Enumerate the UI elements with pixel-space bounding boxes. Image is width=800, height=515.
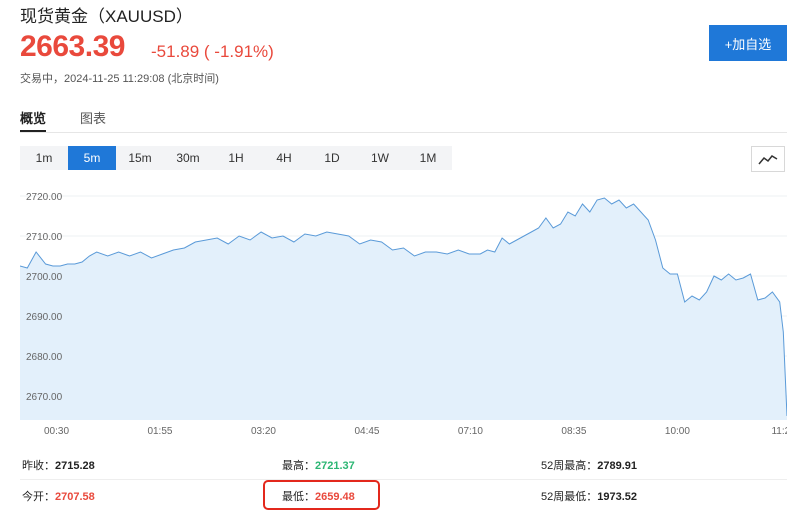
interval-4h[interactable]: 4H <box>276 151 292 165</box>
y-tick-label: 2680.00 <box>26 352 63 363</box>
trade-status-time: 交易中，2024-11-25 11:29:08 (北京时间) <box>20 73 219 85</box>
view-tabs: 概览 图表 <box>20 108 140 132</box>
price-area-chart: 2720.00 2710.00 2700.00 2690.00 2680.00 2670.… <box>20 180 787 437</box>
interval-15m[interactable]: 15m <box>128 151 152 165</box>
stat-52w-low-value: 1973.52 <box>597 491 638 503</box>
x-tick-label: 04:45 <box>354 426 379 437</box>
chart-type-toggle[interactable] <box>751 146 785 172</box>
x-tick-label: 08:35 <box>561 426 586 437</box>
y-tick-label: 2690.00 <box>26 312 63 323</box>
x-tick-label: 03:20 <box>251 426 276 437</box>
stat-open-value: 2707.58 <box>55 491 95 503</box>
interval-selector: 1m 5m 15m 30m 1H 4H 1D 1W 1M <box>20 146 452 170</box>
y-tick-label: 2720.00 <box>26 192 63 203</box>
y-tick-label: 2700.00 <box>26 272 63 283</box>
add-to-watchlist-button[interactable]: +加自选 <box>709 25 787 61</box>
tab-overview[interactable]: 概览 <box>20 108 47 132</box>
price-change: -51.89 ( -1.91%) <box>151 42 274 61</box>
stat-low-label: 最低： <box>282 491 315 503</box>
x-tick-label: 11:2 <box>771 426 787 437</box>
last-price: 2663.39 <box>20 30 125 63</box>
stat-52w-high: 52周最高：2789.91 <box>541 457 637 473</box>
x-tick-label: 07:10 <box>458 426 483 437</box>
stat-52w-high-label: 52周最高： <box>541 460 598 472</box>
price-line <box>20 197 787 417</box>
line-chart-icon <box>758 155 778 165</box>
stat-open-label: 今开： <box>22 491 55 503</box>
interval-30m[interactable]: 30m <box>176 151 200 165</box>
tab-chart[interactable]: 图表 <box>80 111 107 126</box>
x-tick-label: 00:30 <box>44 426 69 437</box>
stat-low-value: 2659.48 <box>315 491 355 503</box>
interval-1m[interactable]: 1m <box>35 151 53 165</box>
interval-1w[interactable]: 1W <box>371 151 389 165</box>
x-tick-label: 10:00 <box>665 426 690 437</box>
instrument-title: 现货黄金（XAUUSD） <box>20 7 193 26</box>
stat-prev-close-value: 2715.28 <box>55 460 95 472</box>
stat-high-value: 2721.37 <box>315 460 355 472</box>
interval-1h[interactable]: 1H <box>228 151 244 165</box>
stat-prev-close-label: 昨收： <box>22 460 55 472</box>
tabs-divider <box>20 132 787 133</box>
stat-52w-low: 52周最低：1973.52 <box>541 488 637 504</box>
stats-divider <box>20 479 787 480</box>
stat-high: 最高：2721.37 <box>282 457 355 473</box>
price-area <box>20 198 787 420</box>
stat-52w-low-label: 52周最低： <box>541 491 598 503</box>
interval-1d[interactable]: 1D <box>324 151 340 165</box>
low-highlight-box <box>263 480 380 510</box>
x-tick-label: 01:55 <box>147 426 172 437</box>
y-tick-label: 2670.00 <box>26 392 63 403</box>
y-tick-label: 2710.00 <box>26 232 63 243</box>
stat-52w-high-value: 2789.91 <box>597 460 638 472</box>
stat-open: 今开：2707.58 <box>22 488 95 504</box>
interval-5m[interactable]: 5m <box>68 146 116 170</box>
stat-high-label: 最高： <box>282 460 315 472</box>
stat-prev-close: 昨收：2715.28 <box>22 457 95 473</box>
interval-1mo[interactable]: 1M <box>419 151 437 165</box>
stat-low: 最低：2659.48 <box>282 488 355 504</box>
